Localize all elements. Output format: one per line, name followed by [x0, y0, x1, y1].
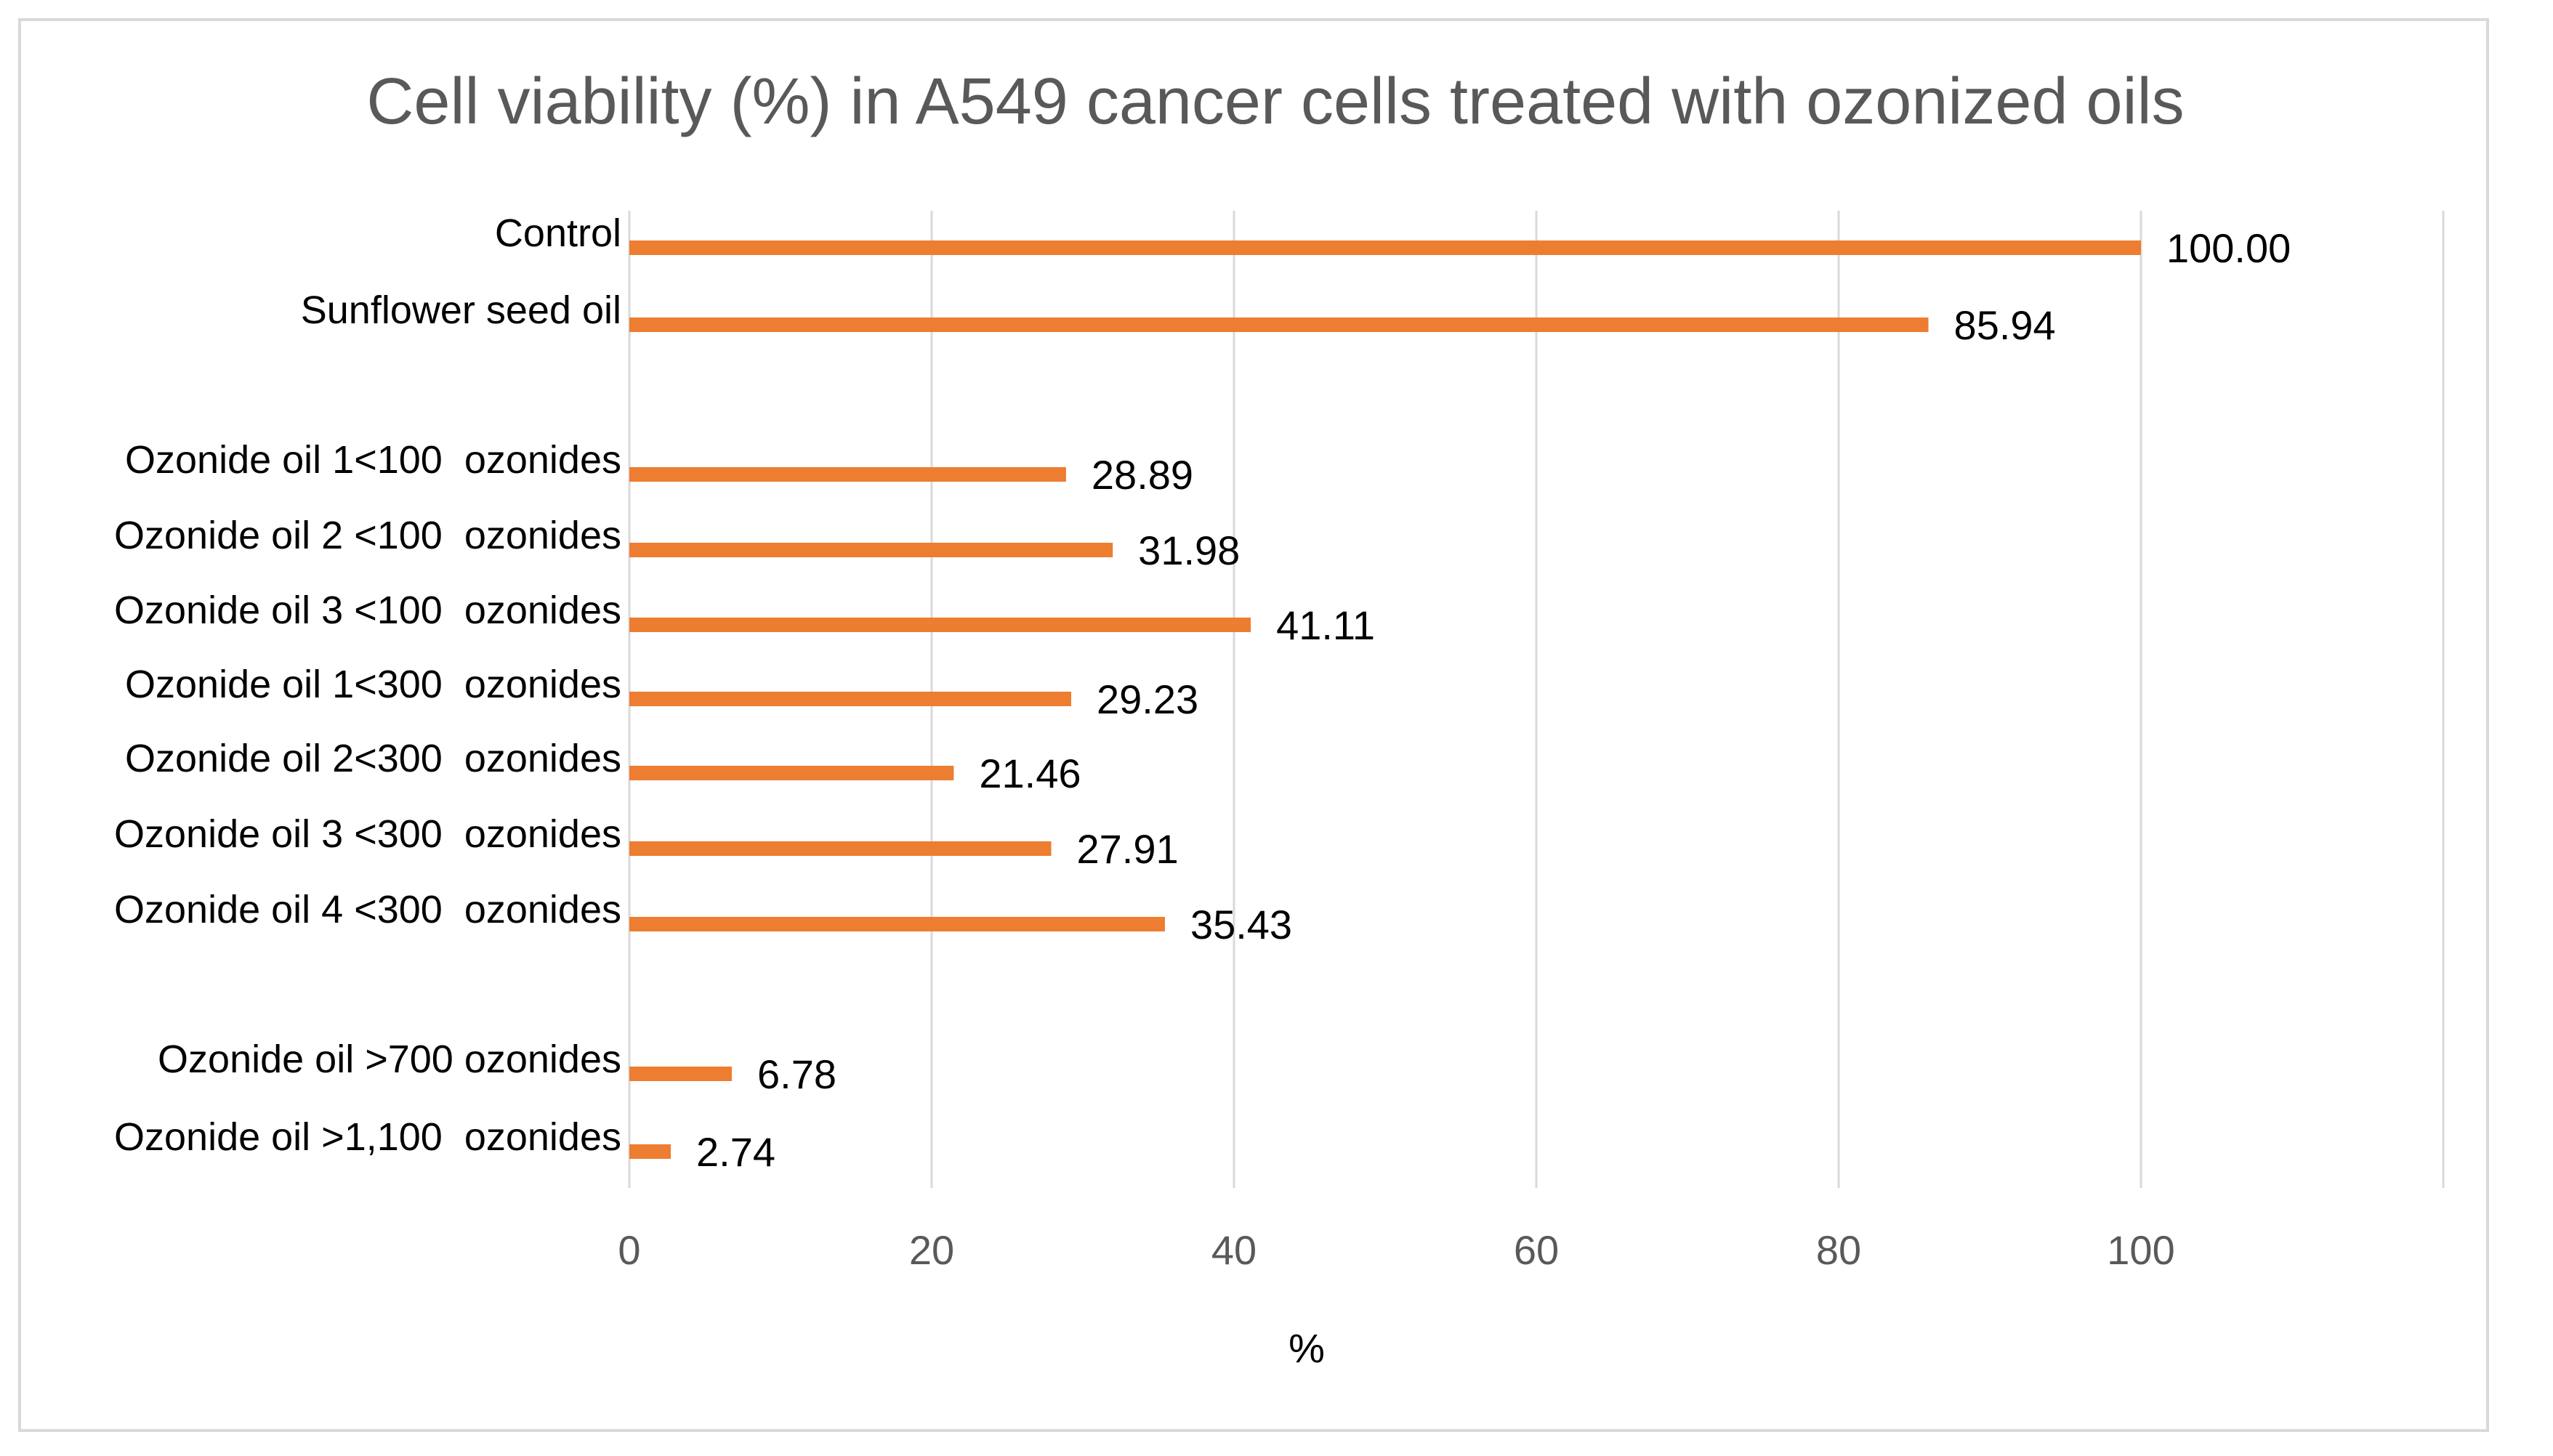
- data-label-9: 6.78: [757, 1051, 836, 1097]
- data-label-10: 2.74: [696, 1129, 775, 1175]
- data-label-0: 100.00: [2166, 225, 2291, 271]
- category-label-3: Ozonide oil 2 <100 ozonides: [114, 514, 621, 557]
- bar-9: [629, 1067, 733, 1081]
- tick-label-80: 80: [1816, 1227, 1861, 1273]
- bar-8: [629, 917, 1165, 931]
- bar-1: [629, 318, 1929, 332]
- bar-6: [629, 766, 954, 780]
- data-labels: 100.00 85.94 28.89 31.98 41.11 29.23 21.46 27.9…: [696, 225, 2291, 1175]
- bar-7: [629, 841, 1052, 856]
- category-label-6: Ozonide oil 2<300 ozonides: [125, 737, 621, 780]
- category-label-4: Ozonide oil 3 <100 ozonides: [114, 589, 621, 632]
- bar-3: [629, 543, 1113, 557]
- category-label-2: Ozonide oil 1<100 ozonides: [125, 438, 621, 482]
- bars: [629, 240, 2141, 1159]
- tick-label-40: 40: [1211, 1227, 1257, 1273]
- bar-5: [629, 692, 1071, 706]
- tick-label-20: 20: [909, 1227, 954, 1273]
- bar-2: [629, 467, 1066, 482]
- data-label-1: 85.94: [1954, 302, 2056, 348]
- category-label-8: Ozonide oil 4 <300 ozonides: [114, 888, 621, 931]
- data-label-7: 27.91: [1077, 826, 1179, 872]
- bar-4: [629, 618, 1251, 632]
- data-label-2: 28.89: [1092, 452, 1193, 498]
- tick-label-60: 60: [1514, 1227, 1559, 1273]
- x-axis-title: %: [1288, 1325, 1325, 1371]
- category-label-1: Sunflower seed oil: [301, 288, 621, 332]
- data-label-5: 29.23: [1097, 676, 1198, 722]
- category-label-10: Ozonide oil >1,100 ozonides: [114, 1115, 621, 1159]
- category-label-9: Ozonide oil >700 ozonides: [158, 1038, 621, 1081]
- data-label-4: 41.11: [1276, 602, 1375, 648]
- chart-title: Cell viability (%) in A549 cancer cells …: [366, 65, 2184, 138]
- category-labels: Control Sunflower seed oil Ozonide oil 1<1…: [114, 211, 621, 1159]
- data-label-3: 31.98: [1138, 527, 1240, 573]
- data-label-6: 21.46: [979, 751, 1081, 796]
- bar-10: [629, 1144, 671, 1159]
- tick-label-0: 0: [618, 1227, 640, 1273]
- tick-label-100: 100: [2107, 1227, 2174, 1273]
- x-axis-tick-labels: 0 20 40 60 80 100: [618, 1227, 2174, 1273]
- data-label-8: 35.43: [1190, 902, 1292, 947]
- category-label-5: Ozonide oil 1<300 ozonides: [125, 663, 621, 706]
- category-label-7: Ozonide oil 3 <300 ozonides: [114, 812, 621, 856]
- bar-0: [629, 240, 2141, 255]
- gridlines: [628, 211, 2445, 1188]
- category-label-0: Control: [495, 211, 621, 255]
